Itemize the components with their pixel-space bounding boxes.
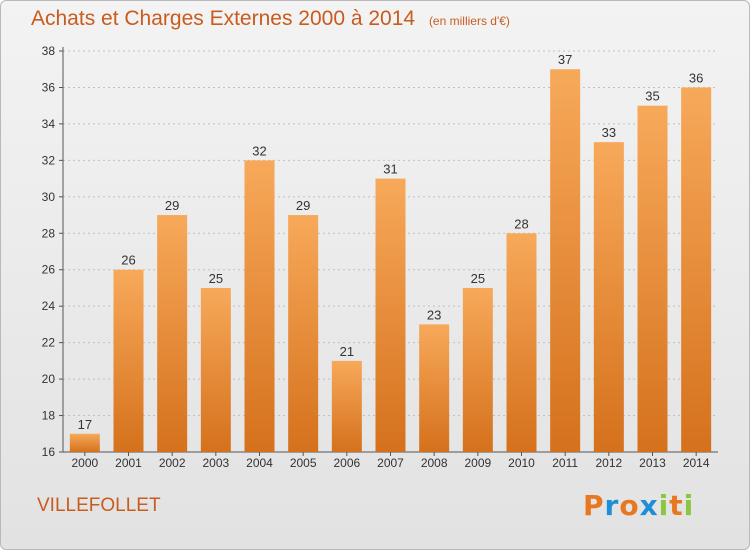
- x-tick-label: 2014: [683, 456, 710, 470]
- bar: [244, 160, 275, 452]
- y-tick-label: 28: [42, 226, 56, 240]
- x-tick-label: 2005: [290, 456, 317, 470]
- bar-value-label: 35: [645, 89, 659, 104]
- chart-subtitle: (en milliers d'€): [428, 14, 510, 28]
- chart-title: Achats et Charges Externes 2000 à 2014 (…: [31, 7, 510, 31]
- bar-value-label: 26: [121, 253, 135, 268]
- bar-value-label: 28: [514, 216, 528, 231]
- x-tick-label: 2003: [202, 456, 229, 470]
- x-tick-label: 2011: [552, 456, 578, 470]
- bar: [200, 287, 231, 452]
- chart-title-text: Achats et Charges Externes 2000 à 2014: [31, 7, 416, 30]
- commune-name: VILLEFOLLET: [37, 495, 161, 516]
- bar-value-label: 25: [209, 271, 223, 286]
- bar-value-label: 29: [165, 198, 179, 213]
- proxiti-logo: Proxiti: [583, 489, 694, 522]
- bar-value-label: 17: [78, 417, 92, 432]
- bar: [288, 215, 319, 452]
- y-tick-label: 30: [42, 190, 56, 204]
- bar: [681, 87, 712, 453]
- bar-value-label: 31: [383, 162, 397, 177]
- bar-value-label: 29: [296, 198, 310, 213]
- logo-letter: o: [619, 489, 640, 522]
- y-tick-label: 32: [42, 153, 56, 167]
- x-tick-label: 2012: [595, 456, 622, 470]
- logo-letter: P: [583, 489, 605, 522]
- bar: [550, 69, 581, 453]
- bar: [113, 269, 144, 452]
- bar-value-label: 32: [252, 143, 266, 158]
- y-tick-label: 22: [42, 336, 56, 350]
- logo-letter: i: [658, 489, 670, 522]
- x-tick-label: 2006: [333, 456, 360, 470]
- bar-value-label: 33: [602, 125, 616, 140]
- x-tick-label: 2009: [464, 456, 491, 470]
- bar: [69, 433, 100, 452]
- y-tick-label: 24: [42, 299, 56, 313]
- x-tick-label: 2000: [71, 456, 98, 470]
- bar: [375, 178, 406, 452]
- bar-value-label: 23: [427, 307, 441, 322]
- bar: [419, 324, 450, 452]
- x-tick-label: 2007: [377, 456, 404, 470]
- bar: [593, 142, 624, 453]
- bar-value-label: 25: [471, 271, 485, 286]
- bar-value-label: 36: [689, 70, 703, 85]
- y-tick-label: 34: [42, 117, 56, 131]
- y-tick-label: 16: [42, 445, 56, 459]
- y-tick-label: 18: [42, 409, 56, 423]
- x-tick-label: 2010: [508, 456, 535, 470]
- logo-letter: i: [683, 489, 695, 522]
- x-tick-label: 2002: [159, 456, 186, 470]
- bar-value-label: 21: [340, 344, 354, 359]
- y-tick-label: 36: [42, 80, 56, 94]
- x-tick-label: 2013: [639, 456, 666, 470]
- bar: [637, 105, 668, 452]
- bar: [331, 360, 362, 452]
- bar: [506, 233, 537, 452]
- bar: [157, 215, 188, 452]
- bar: [462, 287, 493, 452]
- y-tick-label: 20: [42, 372, 56, 386]
- bar-value-label: 37: [558, 52, 572, 67]
- x-tick-label: 2001: [115, 456, 142, 470]
- x-tick-label: 2008: [421, 456, 448, 470]
- y-tick-label: 26: [42, 263, 56, 277]
- logo-letter: t: [669, 489, 684, 522]
- logo-letter: x: [639, 489, 659, 522]
- y-tick-label: 38: [42, 44, 56, 58]
- x-tick-label: 2004: [246, 456, 273, 470]
- logo-letter: r: [604, 489, 620, 522]
